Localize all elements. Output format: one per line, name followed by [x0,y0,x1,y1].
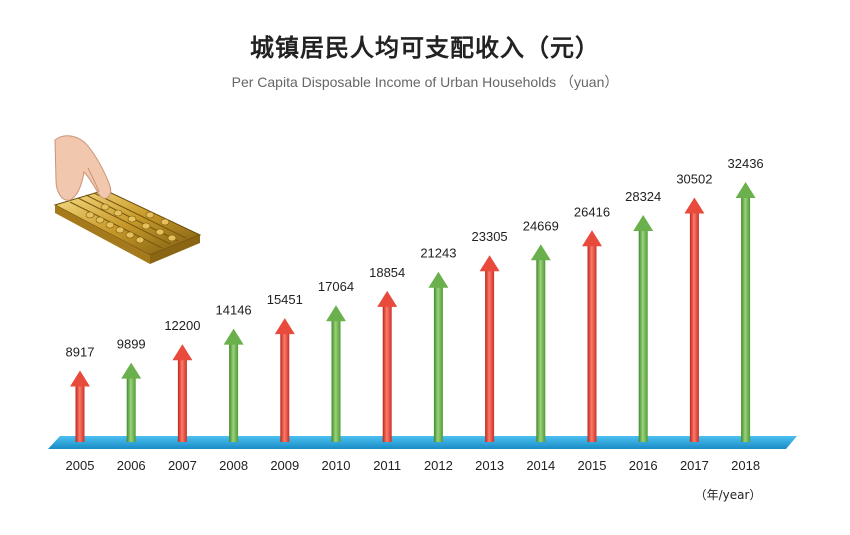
arrow-bar-2013 [479,255,500,442]
arrow-shaft [229,343,239,442]
arrow-head [479,255,500,272]
arrow-shaft [536,259,546,442]
arrow-head [70,370,90,387]
arrow-shaft [689,212,699,442]
arrow-shaft [382,305,392,442]
value-label-2012: 21243 [420,246,456,261]
arrow-bar-2018 [735,182,756,442]
x-tick-2015: 2015 [578,458,607,473]
value-label-2018: 32436 [728,156,764,171]
arrow-head [530,244,551,261]
arrow-head [377,290,398,307]
arrow-shaft [433,286,443,442]
arrow-bar-2015 [582,230,602,442]
value-label-2009: 15451 [267,292,303,307]
arrow-shaft [331,320,341,442]
x-tick-2016: 2016 [629,458,658,473]
arrow-head [633,214,654,231]
arrow-bar-2006 [121,362,142,442]
chart-subtitle: Per Capita Disposable Income of Urban Ho… [231,74,619,90]
arrow-head [223,328,244,345]
hand-icon [54,135,112,201]
arrow-series [70,182,756,442]
arrow-shaft [638,229,648,442]
x-tick-2006: 2006 [117,458,146,473]
arrow-head [121,362,142,379]
abacus-illustration [53,135,202,264]
x-tick-2008: 2008 [219,458,248,473]
x-tick-2009: 2009 [270,458,299,473]
value-label-2015: 26416 [574,204,610,219]
value-label-2016: 28324 [625,189,661,204]
x-tick-2010: 2010 [322,458,351,473]
abacus-icon [53,189,202,264]
arrow-shaft [177,359,187,442]
arrow-bar-2008 [223,328,244,442]
arrow-bar-2009 [274,318,295,442]
arrow-bar-2010 [326,305,346,442]
chart-title: 城镇居民人均可支配收入（元） [250,34,600,62]
arrow-shaft [741,197,751,442]
value-label-2008: 14146 [216,303,252,318]
x-tick-2007: 2007 [168,458,197,473]
x-tick-2013: 2013 [475,458,504,473]
arrow-bar-2011 [377,290,398,442]
arrow-shaft [126,377,136,442]
x-tick-2011: 2011 [373,458,401,473]
x-tick-2014: 2014 [526,458,555,473]
arrow-head [582,230,602,247]
value-label-2011: 18854 [369,265,405,280]
x-tick-2017: 2017 [680,458,709,473]
arrow-head [274,318,295,335]
value-labels: 8917 9899 12200 14146 15451 17064 18854 21243 23… [66,156,764,360]
arrow-shaft [587,245,597,442]
value-label-2014: 24669 [523,218,559,233]
arrow-shaft [485,270,495,442]
arrow-head [428,271,449,288]
arrow-bar-2012 [428,271,449,442]
x-tick-2005: 2005 [66,458,95,473]
value-label-2005: 8917 [66,345,95,360]
value-label-2017: 30502 [676,172,712,187]
x-tick-2012: 2012 [424,458,453,473]
arrow-head [735,182,756,198]
value-label-2010: 17064 [318,279,354,294]
arrow-bar-2017 [684,197,705,442]
arrow-bar-2005 [70,370,90,442]
baseline-band [48,436,797,449]
chart-header: 城镇居民人均可支配收入（元） Per Capita Disposable Inc… [0,30,850,92]
arrow-bar-2007 [172,344,193,442]
arrow-head [684,197,705,214]
value-label-2013: 23305 [472,229,508,244]
arrow-shaft [75,385,85,442]
x-tick-2018: 2018 [731,458,760,473]
arrow-bar-2014 [530,244,551,442]
value-label-2006: 9899 [117,337,146,352]
x-tick-labels: 2005 2006 2007 2008 2009 2010 2011 2012 2013 2014… [66,458,761,473]
arrow-head [172,344,193,361]
arrow-head [326,305,346,322]
arrow-bar-2016 [633,214,654,442]
value-label-2007: 12200 [164,318,200,333]
x-unit-label: （年/year） [695,488,762,502]
arrow-shaft [280,333,290,442]
